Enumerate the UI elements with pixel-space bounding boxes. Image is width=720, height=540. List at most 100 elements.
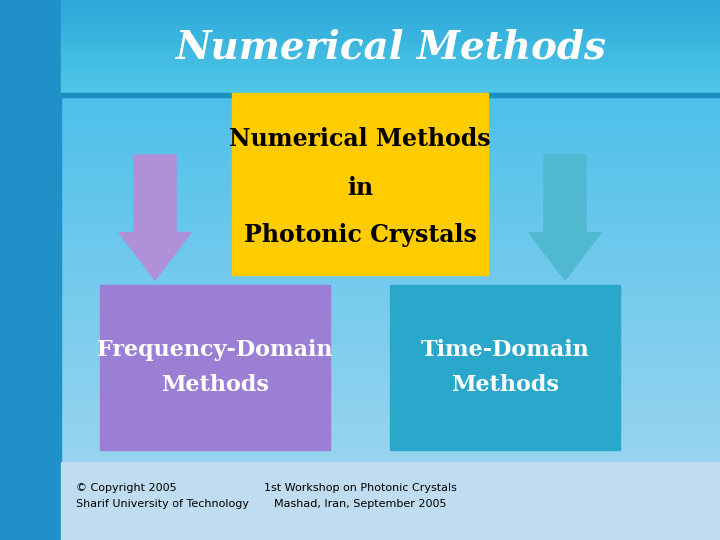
Bar <box>61 73 720 76</box>
Bar <box>61 335 720 338</box>
Bar <box>61 22 720 24</box>
Bar <box>61 208 720 211</box>
Bar <box>61 19 720 21</box>
Bar <box>61 52 720 53</box>
Bar <box>61 462 720 464</box>
Bar <box>61 294 720 297</box>
Bar <box>61 84 720 85</box>
Bar <box>61 413 720 416</box>
Bar <box>61 63 720 65</box>
Bar <box>61 135 720 138</box>
Bar <box>61 8 720 11</box>
Bar <box>61 284 720 286</box>
Bar <box>61 162 720 165</box>
Bar <box>61 437 720 440</box>
Bar <box>61 85 720 86</box>
Bar <box>61 27 720 30</box>
Bar <box>61 12 720 14</box>
Bar <box>61 113 720 116</box>
Bar <box>61 68 720 70</box>
Bar <box>61 78 720 81</box>
Bar <box>61 310 720 313</box>
Bar <box>61 50 720 52</box>
Bar <box>61 140 720 143</box>
Bar <box>61 51 720 54</box>
Bar <box>61 524 720 526</box>
Bar <box>61 38 720 39</box>
Bar <box>61 308 720 310</box>
Bar <box>61 259 720 262</box>
Bar <box>61 230 720 232</box>
Bar <box>232 93 488 275</box>
Bar <box>61 24 720 25</box>
Bar <box>61 43 720 44</box>
Bar <box>61 5 720 8</box>
Bar <box>61 40 720 43</box>
Bar <box>61 459 720 462</box>
Bar <box>61 472 720 475</box>
Bar <box>61 281 720 284</box>
Bar <box>61 343 720 346</box>
Bar <box>61 297 720 300</box>
Bar <box>61 108 720 111</box>
Bar <box>61 526 720 529</box>
Bar <box>61 82 720 84</box>
Bar <box>61 197 720 200</box>
Bar <box>61 305 720 308</box>
Bar <box>61 47 720 49</box>
Bar <box>61 3 720 5</box>
Bar <box>61 265 720 267</box>
Bar <box>61 494 720 497</box>
Bar <box>61 427 720 429</box>
Bar <box>61 54 720 57</box>
Bar <box>61 19 720 22</box>
Bar <box>61 354 720 356</box>
Bar <box>61 356 720 359</box>
Bar <box>61 92 720 94</box>
Bar <box>61 489 720 491</box>
Bar <box>61 470 720 472</box>
Bar <box>61 235 720 238</box>
Bar <box>61 346 720 348</box>
Bar <box>61 246 720 248</box>
Bar <box>61 510 720 513</box>
Bar <box>61 55 720 57</box>
Bar <box>61 35 720 36</box>
Bar <box>61 402 720 405</box>
Bar <box>61 154 720 157</box>
Bar <box>61 11 720 12</box>
Bar <box>61 440 720 443</box>
Bar <box>61 167 720 170</box>
Bar <box>61 421 720 424</box>
Bar <box>61 405 720 408</box>
Bar <box>61 43 720 46</box>
Bar <box>61 192 720 194</box>
Bar <box>61 467 720 470</box>
Bar <box>61 375 720 378</box>
Bar <box>61 11 720 14</box>
Bar <box>61 57 720 59</box>
Bar <box>61 529 720 532</box>
Bar <box>61 219 720 221</box>
Bar <box>61 90 720 91</box>
Bar <box>61 381 720 383</box>
Bar <box>61 464 720 467</box>
Bar <box>61 14 720 16</box>
Bar <box>61 173 720 176</box>
Bar <box>61 483 720 486</box>
Bar <box>61 213 720 216</box>
Bar <box>61 446 720 448</box>
Bar <box>61 378 720 381</box>
Bar <box>61 370 720 373</box>
Text: © Copyright 2005: © Copyright 2005 <box>76 483 176 493</box>
Bar <box>61 69 720 71</box>
Bar <box>61 92 720 97</box>
Bar <box>61 324 720 327</box>
Polygon shape <box>119 155 191 280</box>
Bar <box>61 111 720 113</box>
Bar <box>61 410 720 413</box>
Bar <box>61 39 720 41</box>
Bar <box>61 71 720 72</box>
Bar <box>61 151 720 154</box>
Bar <box>61 178 720 181</box>
